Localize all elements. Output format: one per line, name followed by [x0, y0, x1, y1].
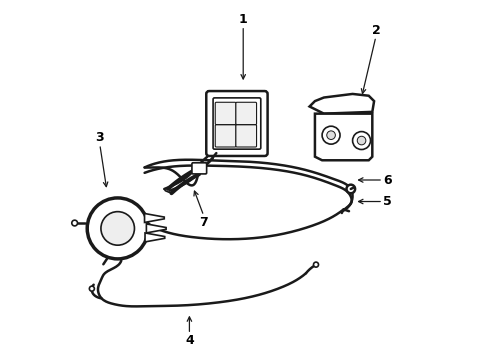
- Circle shape: [87, 198, 148, 259]
- Polygon shape: [145, 213, 164, 222]
- FancyBboxPatch shape: [215, 125, 236, 147]
- Polygon shape: [147, 224, 166, 233]
- Text: 2: 2: [371, 23, 380, 37]
- Text: 7: 7: [199, 216, 208, 229]
- Circle shape: [353, 132, 370, 149]
- Circle shape: [346, 185, 355, 193]
- Circle shape: [89, 286, 95, 291]
- FancyBboxPatch shape: [192, 163, 207, 174]
- Circle shape: [327, 131, 335, 139]
- Text: 6: 6: [383, 174, 392, 186]
- Polygon shape: [145, 233, 165, 242]
- Circle shape: [101, 212, 134, 245]
- Text: 1: 1: [239, 13, 247, 26]
- Circle shape: [357, 136, 366, 145]
- Circle shape: [322, 126, 340, 144]
- Circle shape: [314, 262, 318, 267]
- FancyBboxPatch shape: [206, 91, 268, 156]
- Text: 5: 5: [383, 195, 392, 208]
- Text: 4: 4: [185, 334, 194, 347]
- FancyBboxPatch shape: [213, 98, 261, 149]
- FancyBboxPatch shape: [236, 102, 257, 125]
- FancyBboxPatch shape: [215, 102, 236, 125]
- Polygon shape: [315, 114, 372, 160]
- Polygon shape: [310, 94, 374, 114]
- Circle shape: [72, 220, 77, 226]
- FancyBboxPatch shape: [236, 125, 257, 147]
- Text: 3: 3: [96, 131, 104, 144]
